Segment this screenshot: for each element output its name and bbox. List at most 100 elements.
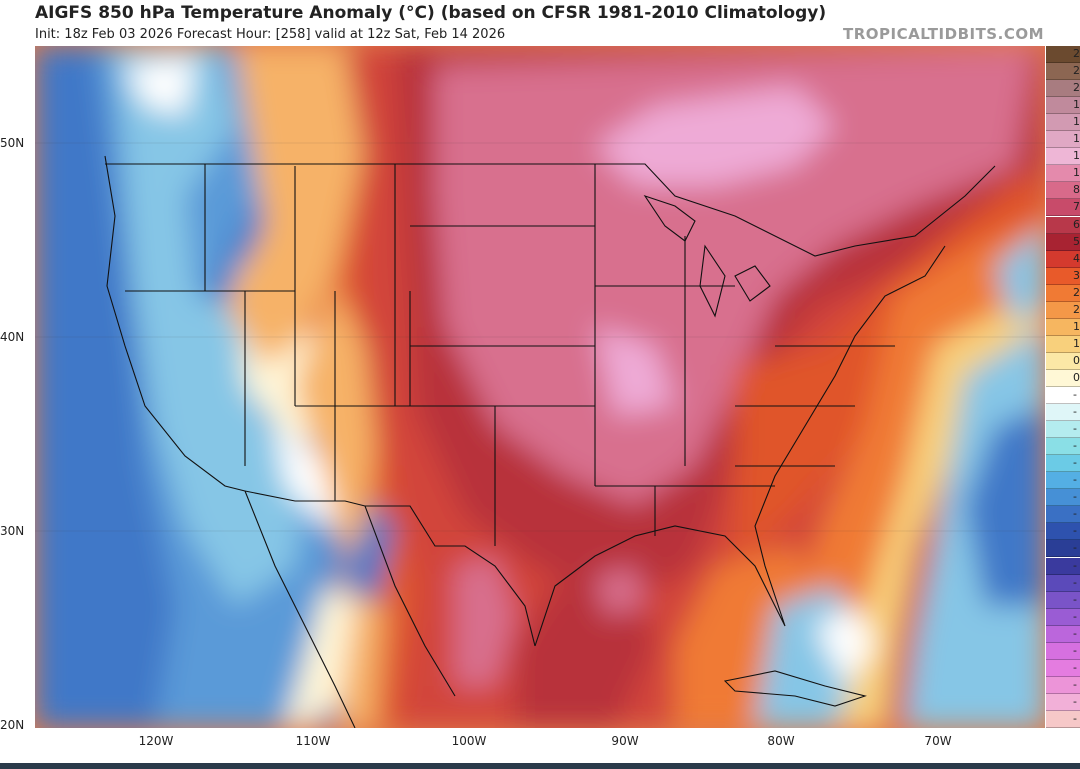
legend-label: 1 [1073,319,1080,333]
map-canvas [35,46,1045,728]
legend-swatch [1046,46,1080,64]
legend-swatch [1046,352,1080,370]
legend-label: 0 [1073,370,1080,384]
lat-label-40n: 40N [0,330,25,344]
legend-swatch [1046,250,1080,268]
legend-label: 1 [1073,336,1080,350]
legend-swatch [1046,387,1080,405]
legend-label: - [1073,473,1077,487]
legend-label: - [1073,677,1077,691]
legend-label: 4 [1073,251,1080,265]
legend-label: - [1073,609,1077,623]
legend-label: 5 [1073,234,1080,248]
legend-swatch [1046,318,1080,336]
lat-label-30n: 30N [0,524,25,538]
legend-label: - [1073,626,1077,640]
legend-swatch [1046,301,1080,319]
legend-swatch [1046,591,1080,609]
legend-swatch [1046,710,1080,728]
legend-swatch [1046,557,1080,575]
legend-swatch [1046,506,1080,524]
legend-swatch [1046,267,1080,285]
legend-swatch [1046,131,1080,149]
legend-label: 7 [1073,200,1080,214]
legend-swatch [1046,540,1080,558]
legend-swatch [1046,625,1080,643]
legend-label: 2 [1073,302,1080,316]
legend-swatch [1046,216,1080,234]
site-brand[interactable]: TROPICALTIDBITS.COM [843,25,1044,43]
legend-swatch [1046,114,1080,132]
legend-label: 2 [1073,64,1080,78]
legend-label: - [1073,507,1077,521]
legend-label: - [1073,711,1077,725]
legend-label: 6 [1073,217,1080,231]
legend-swatch [1046,284,1080,302]
anomaly-map [35,46,1045,728]
legend-label: - [1073,456,1077,470]
lon-label-100w: 100W [451,734,487,748]
political-boundaries [104,155,996,728]
legend-label: - [1073,541,1077,555]
legend-label: 1 [1073,132,1080,146]
legend-label: 1 [1073,115,1080,129]
legend-label: 1 [1073,149,1080,163]
legend-label: 2 [1073,285,1080,299]
legend-label: - [1073,439,1077,453]
legend-swatch [1046,489,1080,507]
legend-label: - [1073,575,1077,589]
legend-swatch [1046,608,1080,626]
lon-label-120w: 120W [138,734,174,748]
legend-swatch [1046,438,1080,456]
legend-swatch [1046,693,1080,711]
legend-swatch [1046,80,1080,98]
lon-label-80w: 80W [767,734,795,748]
legend-label: - [1073,405,1077,419]
lon-label-110w: 110W [295,734,331,748]
legend-swatch [1046,523,1080,541]
legend-label: - [1073,388,1077,401]
legend-label: 2 [1073,47,1080,60]
lon-label-70w: 70W [924,734,952,748]
legend-swatch [1046,369,1080,387]
lat-lon-grid [35,142,1045,532]
legend-swatch [1046,659,1080,677]
legend-swatch [1046,148,1080,166]
map-subtitle: Init: 18z Feb 03 2026 Forecast Hour: [25… [35,27,506,42]
legend-label: - [1073,660,1077,674]
legend-swatch [1046,335,1080,353]
legend-label: - [1073,558,1077,572]
legend-label: 3 [1073,268,1080,282]
legend-swatch [1046,63,1080,81]
legend-label: 1 [1073,98,1080,112]
legend-label: - [1073,490,1077,504]
legend-label: - [1073,592,1077,606]
legend-label: 1 [1073,166,1080,180]
legend-label: 2 [1073,81,1080,95]
lon-label-90w: 90W [611,734,639,748]
lat-label-20n: 20N [0,718,25,732]
legend-swatch [1046,182,1080,200]
map-title: AIGFS 850 hPa Temperature Anomaly (°C) (… [35,3,827,23]
legend-swatch [1046,97,1080,115]
legend-swatch [1046,642,1080,660]
legend-swatch [1046,233,1080,251]
legend-swatch [1046,455,1080,473]
legend-label: - [1073,524,1077,538]
legend-label: - [1073,643,1077,657]
legend-label: - [1073,422,1077,436]
legend-label: 0 [1073,353,1080,367]
legend-swatch [1046,472,1080,490]
lat-label-50n: 50N [0,136,25,150]
legend-label: 8 [1073,183,1080,197]
legend-swatch [1046,404,1080,422]
color-legend: 2 2 2 1 1 1 1 1 8 7 6 5 4 3 2 2 1 1 0 0 - - - - - - - - - - - - - - - - - - - - [1046,46,1080,728]
legend-label: - [1073,694,1077,708]
legend-swatch [1046,574,1080,592]
legend-swatch [1046,676,1080,694]
legend-swatch [1046,199,1080,217]
legend-swatch [1046,421,1080,439]
bottom-bar [0,763,1080,769]
legend-swatch [1046,165,1080,183]
anomaly-field [35,46,1045,728]
